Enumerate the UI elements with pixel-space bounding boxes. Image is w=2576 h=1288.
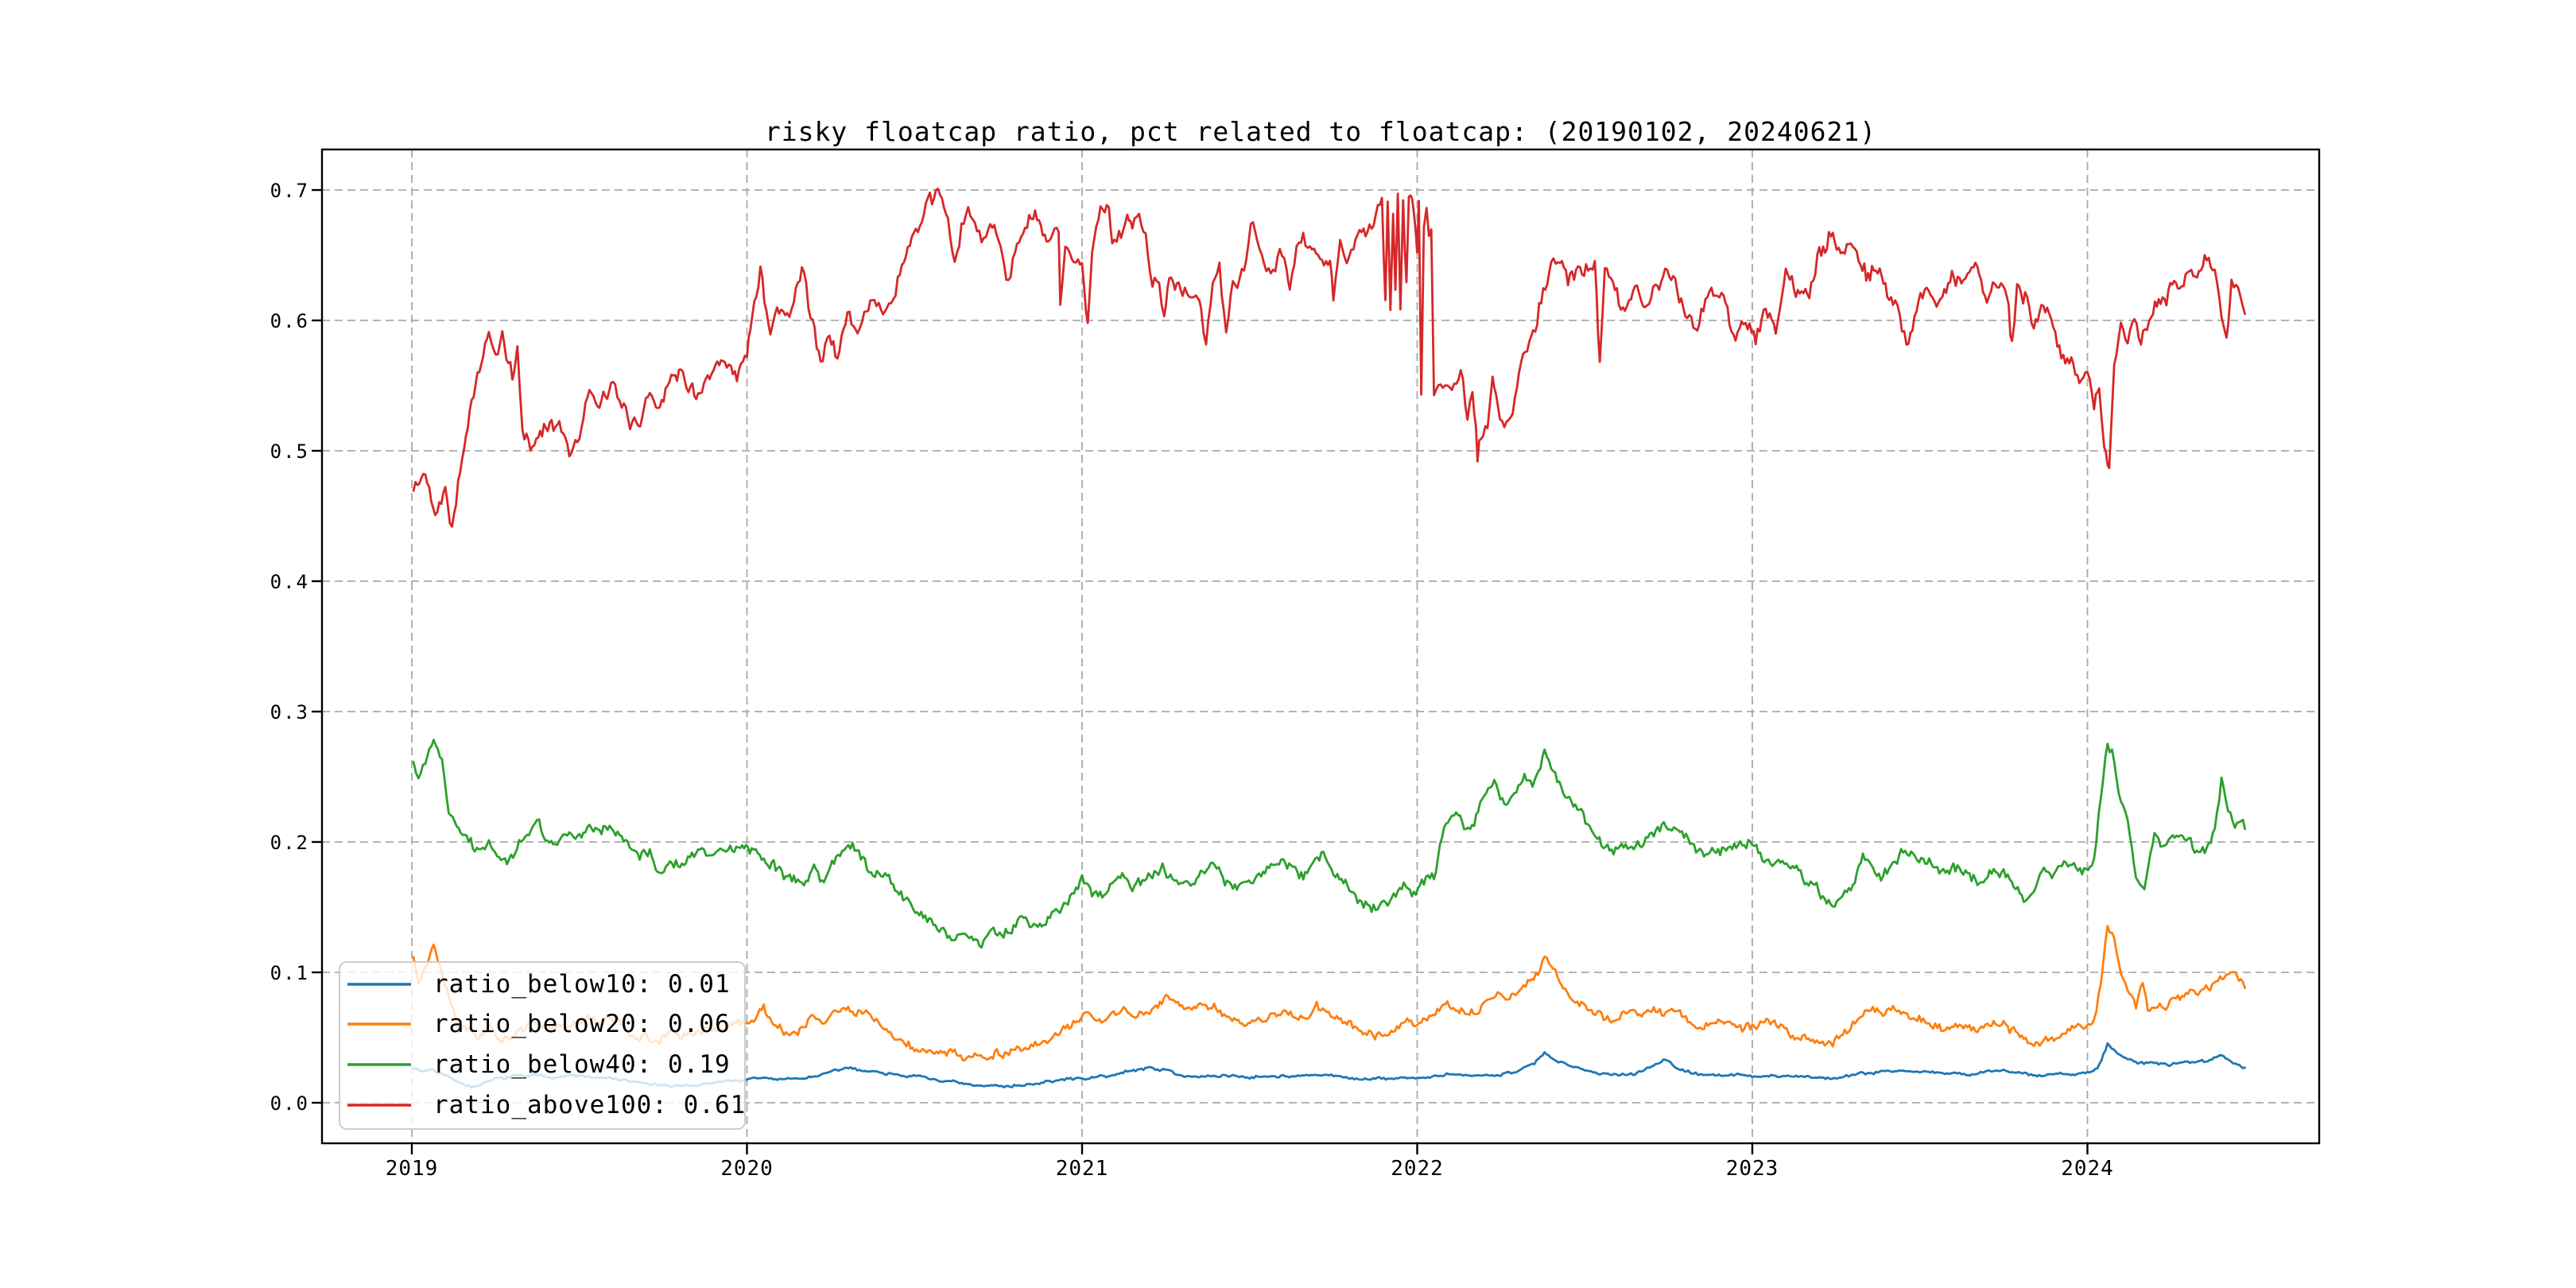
x-tick-label: 2019 <box>386 1157 439 1181</box>
series-line-ratio_below40 <box>412 739 2246 949</box>
y-tick-label: 0.4 <box>270 571 309 593</box>
y-tick-label: 0.0 <box>270 1092 309 1115</box>
legend-label-ratio_below20: ratio_below20: 0.06 <box>433 1010 731 1038</box>
x-tick-label: 2023 <box>1726 1157 1779 1181</box>
legend-label-ratio_above100: ratio_above100: 0.61 <box>433 1091 746 1119</box>
y-tick-label: 0.3 <box>270 701 309 724</box>
legend: ratio_below10: 0.01 ratio_below20: 0.06 … <box>339 961 746 1130</box>
y-tick-label: 0.5 <box>270 440 309 463</box>
x-tick-label: 2020 <box>720 1157 774 1181</box>
legend-box <box>339 961 746 1130</box>
legend-label-ratio_below10: ratio_below10: 0.01 <box>433 970 731 999</box>
x-tick-label: 2021 <box>1056 1157 1109 1181</box>
x-tick-label: 2022 <box>1391 1157 1444 1181</box>
series-line-ratio_above100 <box>412 188 2246 528</box>
axes-layer: 2019 2020 2021 2022 2023 2024 0.0 0.1 0.2 0.3 0.4 0… <box>270 180 2114 1181</box>
y-tick-label: 0.7 <box>270 180 309 202</box>
y-tick-label: 0.2 <box>270 832 309 854</box>
legend-label-ratio_below40: ratio_below40: 0.19 <box>433 1050 731 1079</box>
y-tick-label: 0.6 <box>270 310 309 332</box>
chart-title: risky floatcap ratio, pct related to flo… <box>765 116 1876 147</box>
x-tick-label: 2024 <box>2061 1157 2114 1181</box>
series-layer <box>412 188 2246 1089</box>
y-tick-label: 0.1 <box>270 962 309 984</box>
plot-border <box>320 148 2321 1145</box>
